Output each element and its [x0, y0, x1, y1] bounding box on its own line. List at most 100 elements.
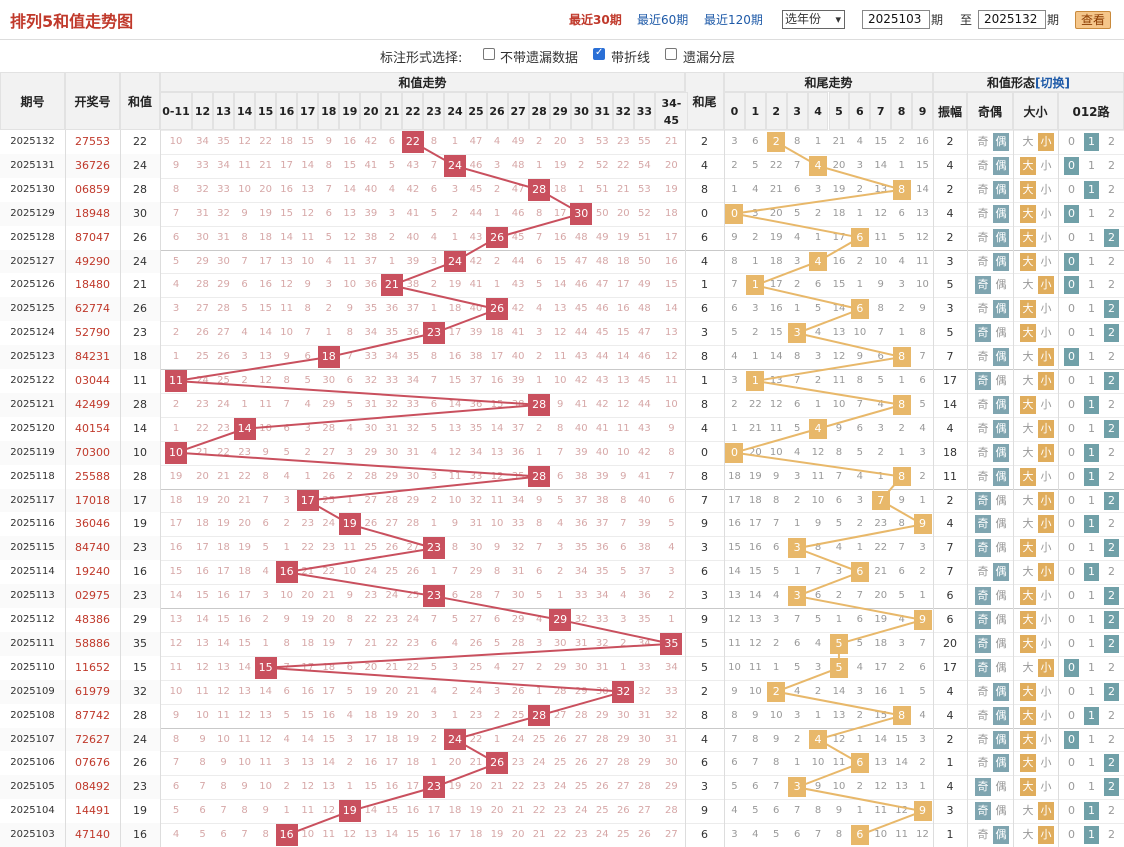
sum-omission: 2	[620, 637, 627, 649]
period-cell: 2025103	[10, 829, 55, 841]
sum-omission: 1	[430, 303, 438, 315]
sum-omission: 11	[553, 351, 567, 363]
tail-omission: 15	[832, 279, 846, 291]
tail-omission: 10	[769, 709, 783, 721]
tail-col-header: 0	[724, 92, 745, 130]
sum-omission: 5	[172, 805, 180, 817]
tail-hit: 8	[892, 466, 911, 487]
tail-omission: 6	[752, 136, 759, 147]
sum-omission: 4	[620, 590, 627, 602]
sum-omission: 3	[283, 494, 290, 506]
sum-col-header: 21	[381, 92, 403, 130]
number-cell: 03044	[75, 374, 110, 387]
sum-omission: 27	[616, 781, 630, 793]
tail-omission: 16	[748, 542, 762, 554]
range-30-link[interactable]: 最近30期	[569, 13, 622, 27]
amplitude-cell: 20	[943, 636, 957, 650]
even-badge: 偶	[993, 826, 1009, 845]
polyline-label[interactable]: 带折线	[611, 51, 651, 66]
no-omission-checkbox[interactable]	[483, 48, 495, 60]
sum-omission: 54	[637, 159, 651, 171]
road-badge: 1	[1088, 756, 1095, 770]
sum-omission: 24	[574, 805, 588, 817]
even-badge: 偶	[995, 589, 1007, 603]
sum-omission: 20	[301, 590, 315, 602]
no-omission-label[interactable]: 不带遗漏数据	[500, 51, 579, 66]
sum-omission: 19	[238, 542, 251, 554]
tail-omission: 3	[793, 470, 801, 482]
view-button[interactable]: 查看	[1075, 11, 1111, 29]
number-cell: 58886	[75, 636, 110, 650]
sum-omission: 2	[493, 255, 501, 267]
sum-omission: 3	[493, 685, 501, 697]
period-cell: 2025128	[10, 231, 55, 243]
road-badge: 2	[1108, 278, 1115, 292]
sum-omission: 9	[493, 542, 501, 554]
even-badge: 偶	[993, 204, 1009, 223]
omission-layer-checkbox[interactable]	[665, 48, 677, 60]
road-badge: 0	[1068, 374, 1075, 387]
tail-omission: 6	[793, 398, 801, 410]
tail-omission: 1	[773, 661, 780, 673]
sum-omission: 10	[301, 829, 315, 841]
sum-omission: 15	[280, 207, 294, 219]
tail-omission: 8	[835, 446, 843, 458]
road-badge: 1	[1084, 443, 1099, 462]
amplitude-cell: 2	[946, 182, 954, 196]
tail-omission: 18	[728, 470, 741, 482]
tail-omission: 13	[874, 757, 888, 769]
polyline-checkbox[interactable]	[593, 47, 605, 60]
sum-omission: 16	[616, 303, 630, 315]
period-cell: 2025127	[10, 255, 55, 267]
tail-omission: 6	[793, 637, 801, 649]
sum-omission: 46	[595, 303, 609, 315]
tail-omission: 14	[832, 303, 846, 315]
sum-omission: 46	[574, 279, 588, 291]
even-badge: 偶	[993, 706, 1009, 725]
sum-omission: 5	[668, 518, 675, 530]
sum-omission: 8	[668, 446, 675, 458]
odd-badge: 奇	[975, 634, 991, 653]
year-select[interactable]: 选年份	[782, 10, 845, 29]
sum-omission: 48	[511, 159, 525, 171]
sum-omission: 26	[406, 566, 420, 578]
tail-omission: 1	[898, 446, 905, 458]
small-badge: 小	[1040, 469, 1052, 483]
sum-omission: 13	[553, 303, 567, 315]
omission-layer-label[interactable]: 遗漏分层	[683, 51, 736, 66]
tail-omission: 12	[874, 207, 888, 219]
tail-omission: 14	[748, 590, 762, 602]
road-badge: 2	[1104, 539, 1119, 558]
sum-omission: 20	[217, 494, 230, 506]
sum-omission: 9	[620, 470, 627, 482]
to-period-input[interactable]: 2025132	[978, 10, 1046, 29]
sum-omission: 42	[595, 398, 609, 410]
from-period-input[interactable]: 2025103	[862, 10, 930, 29]
tail-omission: 15	[874, 136, 888, 147]
sum-omission: 44	[511, 255, 525, 267]
tail-omission: 5	[814, 614, 822, 625]
tail-omission: 11	[916, 255, 929, 267]
range-120-link[interactable]: 最近120期	[704, 13, 763, 27]
small-badge: 小	[1040, 780, 1052, 794]
sum-omission: 1	[172, 422, 180, 434]
range-60-link[interactable]: 最近60期	[637, 13, 689, 27]
sum-omission: 7	[430, 159, 438, 171]
sum-hit: 24	[444, 250, 466, 273]
sum-col-header: 15	[255, 92, 277, 130]
period-cell: 2025126	[10, 279, 55, 291]
sum-omission: 7	[535, 231, 543, 243]
sum-omission: 13	[301, 183, 315, 195]
sum-omission: 17	[490, 351, 504, 363]
road-badge: 1	[1088, 254, 1095, 268]
road-badge: 0	[1068, 828, 1075, 842]
tail-omission: 9	[919, 303, 926, 315]
amplitude-cell: 2	[946, 135, 954, 148]
sum-omission: 35	[364, 303, 378, 315]
sum-omission: 35	[217, 136, 230, 147]
sum-omission: 6	[620, 542, 627, 554]
sum-omission: 30	[217, 255, 230, 267]
tail-omission: 9	[835, 422, 843, 434]
switch-link[interactable]: [切换]	[1035, 76, 1070, 90]
even-badge: 偶	[995, 493, 1007, 507]
